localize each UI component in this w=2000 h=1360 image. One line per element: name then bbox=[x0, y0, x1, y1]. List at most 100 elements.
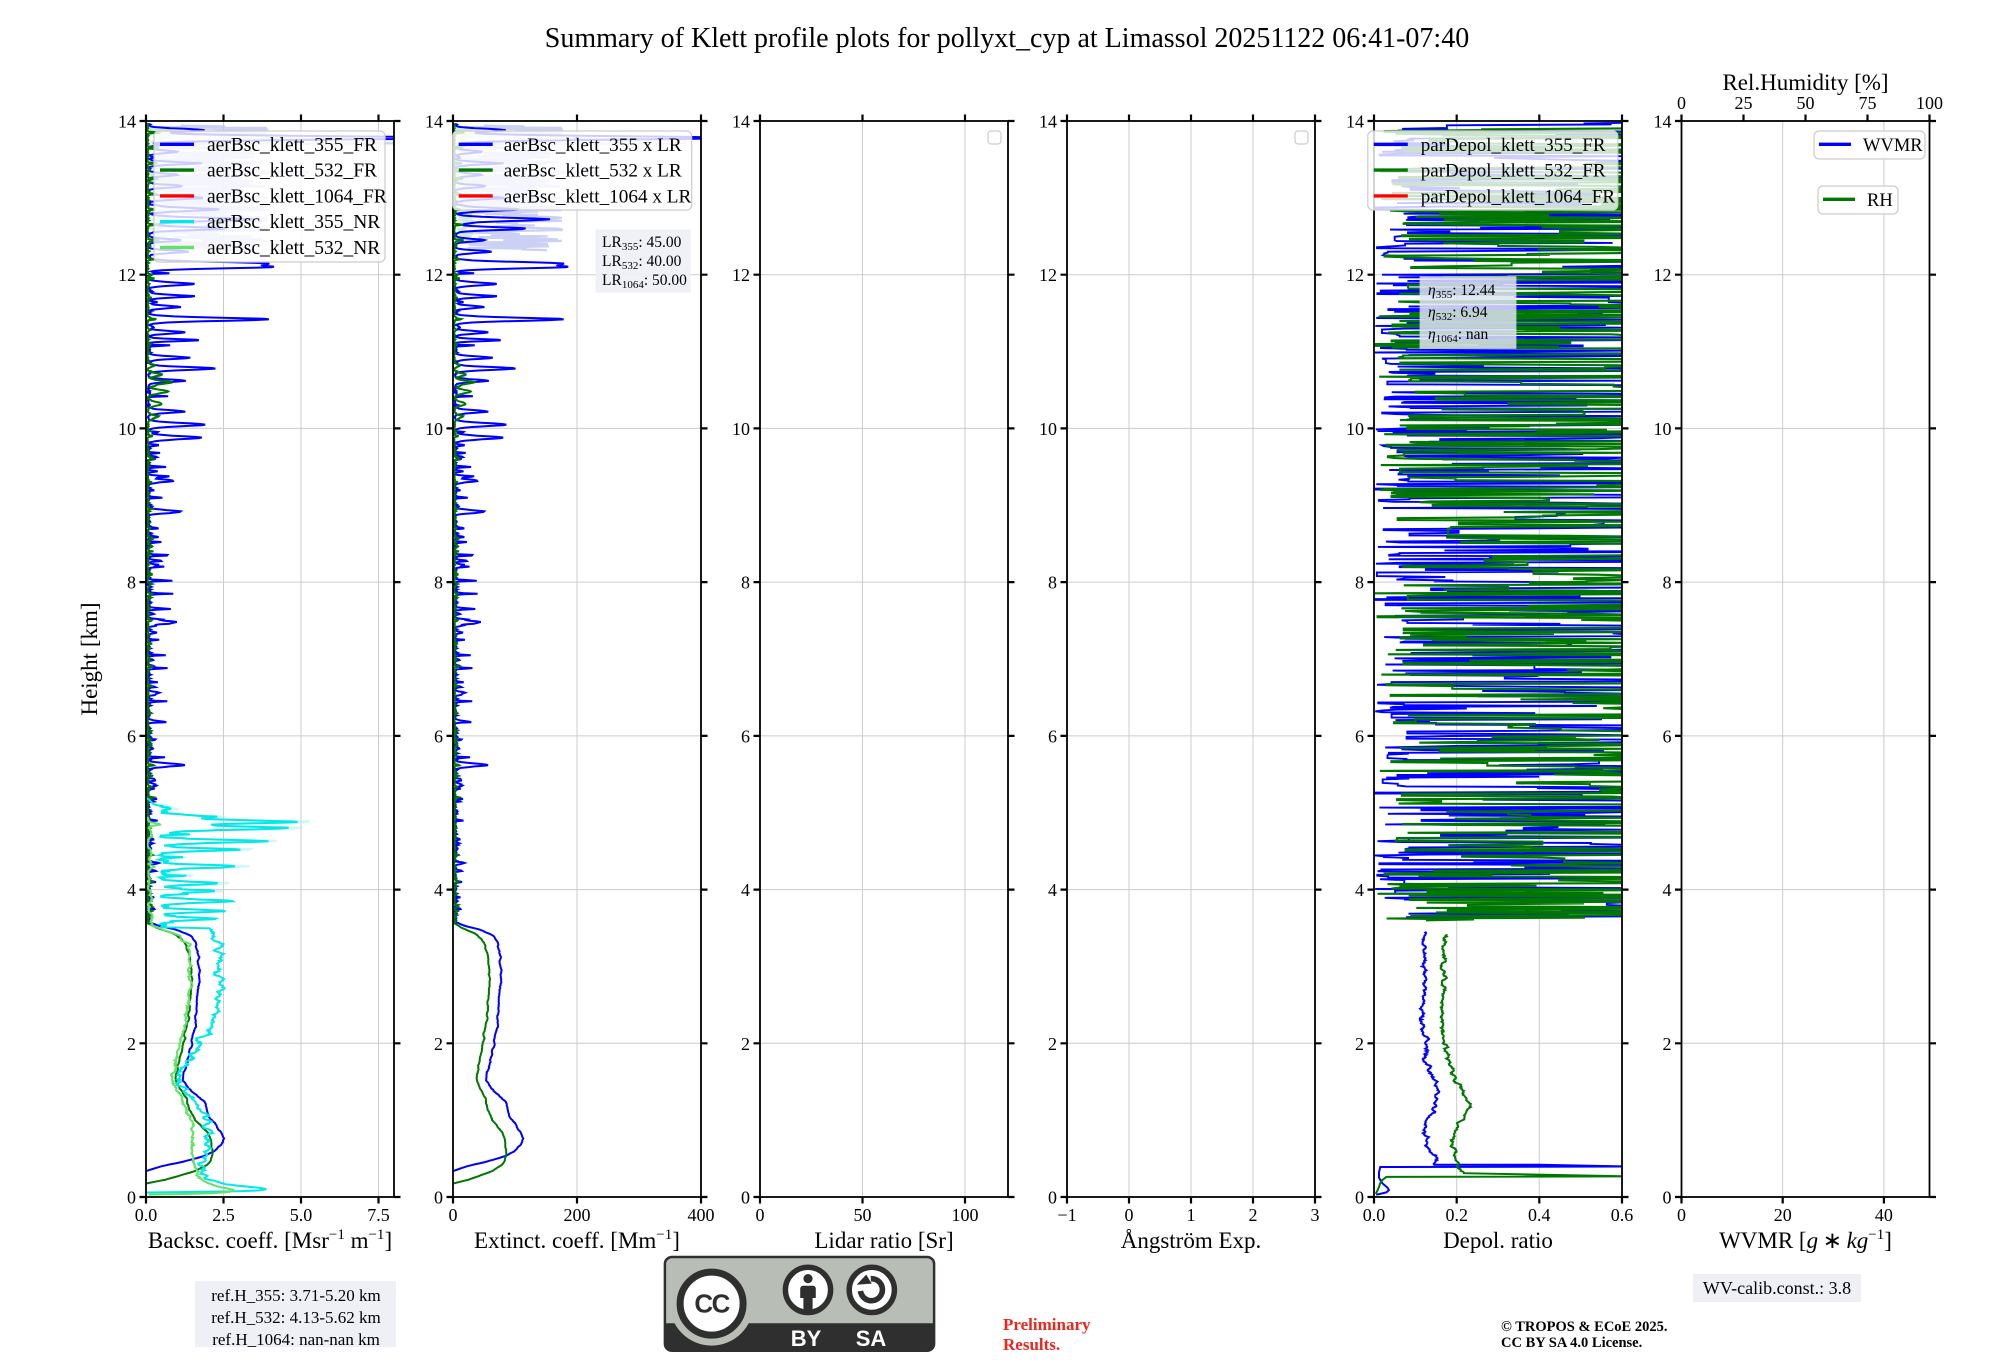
svg-text:η532: 6.94: η532: 6.94 bbox=[1428, 304, 1488, 323]
svg-text:14: 14 bbox=[425, 112, 443, 132]
svg-text:6: 6 bbox=[127, 726, 136, 746]
svg-text:5.0: 5.0 bbox=[290, 1205, 313, 1225]
svg-text:0: 0 bbox=[1677, 93, 1686, 113]
svg-text:WVMR: WVMR bbox=[1863, 136, 1923, 156]
svg-text:parDepol_klett_1064_FR: parDepol_klett_1064_FR bbox=[1421, 186, 1616, 207]
svg-text:2: 2 bbox=[434, 1034, 443, 1054]
svg-text:14: 14 bbox=[118, 112, 136, 132]
svg-text:2: 2 bbox=[1048, 1034, 1057, 1054]
svg-text:0.0: 0.0 bbox=[1363, 1205, 1386, 1225]
svg-text:© TROPOS & ECoE 2025.: © TROPOS & ECoE 2025. bbox=[1501, 1319, 1667, 1335]
svg-text:6: 6 bbox=[1048, 726, 1057, 746]
svg-text:1: 1 bbox=[1187, 1205, 1196, 1225]
svg-text:4: 4 bbox=[434, 880, 443, 900]
svg-text:aerBsc_klett_532_NR: aerBsc_klett_532_NR bbox=[207, 238, 380, 259]
svg-text:2: 2 bbox=[741, 1034, 750, 1054]
svg-text:RH: RH bbox=[1867, 191, 1893, 211]
svg-text:20: 20 bbox=[1774, 1205, 1792, 1225]
svg-text:0: 0 bbox=[741, 1188, 750, 1208]
svg-text:8: 8 bbox=[127, 573, 136, 593]
svg-text:ref.H_1064: nan-nan km: ref.H_1064: nan-nan km bbox=[212, 1330, 380, 1349]
svg-text:Ångström Exp.: Ångström Exp. bbox=[1121, 1228, 1262, 1253]
svg-text:Backsc. coeff. [Msr−1 m−1]: Backsc. coeff. [Msr−1 m−1] bbox=[148, 1227, 392, 1253]
svg-text:0: 0 bbox=[1663, 1188, 1672, 1208]
svg-text:aerBsc_klett_532_FR: aerBsc_klett_532_FR bbox=[207, 161, 377, 182]
svg-text:0.4: 0.4 bbox=[1528, 1205, 1551, 1225]
svg-text:aerBsc_klett_532 x LR: aerBsc_klett_532 x LR bbox=[504, 161, 682, 182]
svg-text:6: 6 bbox=[1355, 726, 1364, 746]
svg-text:4: 4 bbox=[741, 880, 750, 900]
svg-text:LR1064: 50.00: LR1064: 50.00 bbox=[602, 272, 687, 291]
svg-text:0: 0 bbox=[449, 1205, 458, 1225]
svg-text:12: 12 bbox=[1039, 265, 1057, 285]
svg-text:12: 12 bbox=[1346, 265, 1364, 285]
svg-text:50: 50 bbox=[1797, 93, 1815, 113]
svg-text:2: 2 bbox=[1249, 1205, 1258, 1225]
svg-text:WVMR [g ∗ kg−1]: WVMR [g ∗ kg−1] bbox=[1719, 1227, 1892, 1253]
svg-text:50: 50 bbox=[854, 1205, 872, 1225]
svg-text:2.5: 2.5 bbox=[212, 1205, 235, 1225]
svg-text:2: 2 bbox=[127, 1034, 136, 1054]
svg-text:12: 12 bbox=[425, 265, 443, 285]
svg-text:ref.H_532: 4.13-5.62 km: ref.H_532: 4.13-5.62 km bbox=[211, 1308, 381, 1327]
svg-text:Lidar ratio [Sr]: Lidar ratio [Sr] bbox=[814, 1228, 953, 1253]
svg-text:8: 8 bbox=[1048, 573, 1057, 593]
svg-text:10: 10 bbox=[425, 419, 443, 439]
svg-text:Summary of Klett profile plots: Summary of Klett profile plots for polly… bbox=[545, 23, 1469, 54]
svg-text:7.5: 7.5 bbox=[367, 1205, 390, 1225]
svg-text:−1: −1 bbox=[1057, 1205, 1076, 1225]
svg-text:CC BY SA 4.0 License.: CC BY SA 4.0 License. bbox=[1501, 1335, 1642, 1351]
svg-text:4: 4 bbox=[1663, 880, 1672, 900]
svg-text:aerBsc_klett_1064_FR: aerBsc_klett_1064_FR bbox=[207, 186, 387, 207]
svg-text:0: 0 bbox=[1125, 1205, 1134, 1225]
svg-text:LR532: 40.00: LR532: 40.00 bbox=[602, 253, 682, 272]
svg-text:14: 14 bbox=[1654, 112, 1672, 132]
svg-text:Depol. ratio: Depol. ratio bbox=[1443, 1228, 1553, 1253]
svg-text:parDepol_klett_532_FR: parDepol_klett_532_FR bbox=[1421, 161, 1606, 182]
svg-text:aerBsc_klett_355_FR: aerBsc_klett_355_FR bbox=[207, 135, 377, 156]
svg-text:4: 4 bbox=[1048, 880, 1057, 900]
svg-text:Height [km]: Height [km] bbox=[77, 602, 102, 715]
svg-text:75: 75 bbox=[1859, 93, 1877, 113]
svg-text:Extinct. coeff. [Mm−1]: Extinct. coeff. [Mm−1] bbox=[474, 1227, 680, 1253]
svg-text:0.6: 0.6 bbox=[1611, 1205, 1634, 1225]
svg-text:12: 12 bbox=[118, 265, 136, 285]
svg-text:14: 14 bbox=[732, 112, 750, 132]
svg-text:10: 10 bbox=[118, 419, 136, 439]
svg-text:3: 3 bbox=[1311, 1205, 1320, 1225]
svg-text:4: 4 bbox=[127, 880, 136, 900]
svg-text:2: 2 bbox=[1663, 1034, 1672, 1054]
svg-text:400: 400 bbox=[688, 1205, 715, 1225]
svg-text:BY: BY bbox=[791, 1326, 822, 1351]
svg-text:0: 0 bbox=[1048, 1188, 1057, 1208]
svg-text:0: 0 bbox=[1677, 1205, 1686, 1225]
svg-text:0: 0 bbox=[756, 1205, 765, 1225]
svg-text:aerBsc_klett_355 x LR: aerBsc_klett_355 x LR bbox=[504, 135, 682, 156]
svg-text:Preliminary: Preliminary bbox=[1003, 1315, 1091, 1334]
svg-text:12: 12 bbox=[1654, 265, 1672, 285]
svg-text:0.0: 0.0 bbox=[135, 1205, 158, 1225]
svg-text:8: 8 bbox=[741, 573, 750, 593]
svg-text:2: 2 bbox=[1355, 1034, 1364, 1054]
svg-text:SA: SA bbox=[856, 1326, 887, 1351]
svg-text:200: 200 bbox=[564, 1205, 591, 1225]
svg-text:6: 6 bbox=[741, 726, 750, 746]
svg-text:10: 10 bbox=[1346, 419, 1364, 439]
svg-text:14: 14 bbox=[1039, 112, 1057, 132]
svg-text:10: 10 bbox=[1654, 419, 1672, 439]
svg-text:100: 100 bbox=[952, 1205, 979, 1225]
svg-text:η1064: nan: η1064: nan bbox=[1428, 326, 1489, 345]
svg-text:12: 12 bbox=[732, 265, 750, 285]
svg-text:0.2: 0.2 bbox=[1445, 1205, 1468, 1225]
svg-text:8: 8 bbox=[434, 573, 443, 593]
svg-text:CC: CC bbox=[694, 1289, 730, 1319]
svg-text:LR355: 45.00: LR355: 45.00 bbox=[602, 234, 682, 253]
svg-text:Rel.Humidity [%]: Rel.Humidity [%] bbox=[1722, 70, 1888, 95]
svg-text:aerBsc_klett_1064 x LR: aerBsc_klett_1064 x LR bbox=[504, 186, 692, 207]
svg-text:ref.H_355: 3.71-5.20 km: ref.H_355: 3.71-5.20 km bbox=[211, 1286, 381, 1305]
svg-text:6: 6 bbox=[1663, 726, 1672, 746]
svg-text:6: 6 bbox=[434, 726, 443, 746]
svg-text:0: 0 bbox=[127, 1188, 136, 1208]
svg-text:0: 0 bbox=[1355, 1188, 1364, 1208]
svg-text:aerBsc_klett_355_NR: aerBsc_klett_355_NR bbox=[207, 212, 380, 233]
